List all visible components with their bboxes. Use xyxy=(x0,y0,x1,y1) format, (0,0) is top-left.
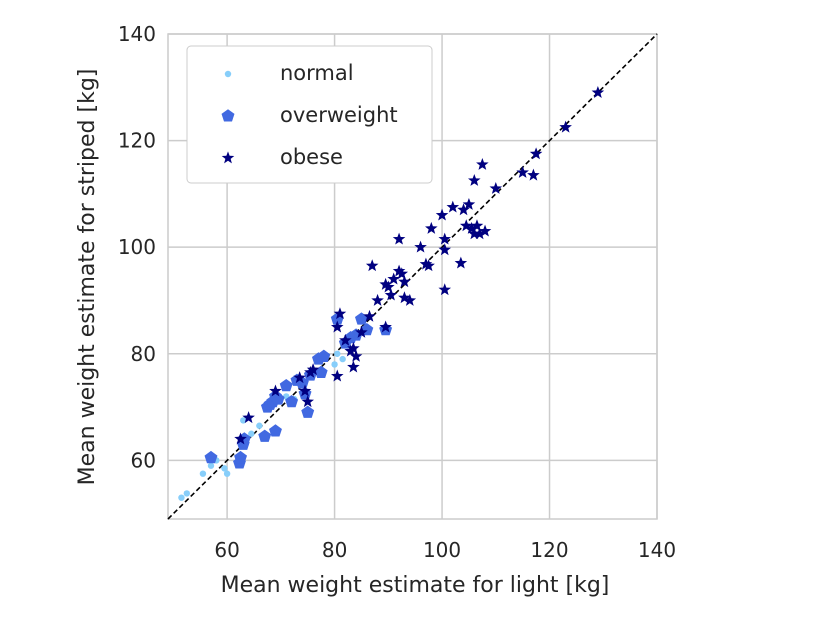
y-tick-label-60: 60 xyxy=(131,448,156,472)
normal-point-0 xyxy=(178,494,184,500)
y-tick-label-80: 80 xyxy=(131,342,156,366)
x-axis-label: Mean weight estimate for light [kg] xyxy=(221,573,610,598)
x-tick-label-140: 140 xyxy=(638,538,676,562)
legend: normal overweight obese xyxy=(187,46,432,183)
scatter-chart: 60 80 100 120 140 60 80 100 120 140 Mean weight e… xyxy=(0,0,830,623)
normal-point-1 xyxy=(184,490,190,496)
legend-symbol-normal xyxy=(225,71,231,77)
legend-label-normal: normal xyxy=(280,61,354,85)
y-tick-label-100: 100 xyxy=(118,235,156,259)
normal-point-15 xyxy=(339,356,345,362)
legend-label-obese: obese xyxy=(280,145,343,169)
y-tick-label-120: 120 xyxy=(118,129,156,153)
normal-point-13 xyxy=(331,361,337,367)
normal-point-2 xyxy=(200,470,206,476)
x-tick-label-120: 120 xyxy=(530,538,568,562)
y-tick-label-140: 140 xyxy=(118,22,156,46)
normal-point-3 xyxy=(208,463,214,469)
legend-label-overweight: overweight xyxy=(280,103,398,127)
legend-marker-normal xyxy=(225,71,231,77)
normal-point-6 xyxy=(224,470,230,476)
x-tick-label-60: 60 xyxy=(214,538,239,562)
x-tick-label-100: 100 xyxy=(423,538,461,562)
normal-point-14 xyxy=(334,351,340,357)
x-tick-label-80: 80 xyxy=(322,538,347,562)
normal-point-10 xyxy=(256,423,262,429)
y-axis-label: Mean weight estimate for striped [kg] xyxy=(75,69,100,486)
